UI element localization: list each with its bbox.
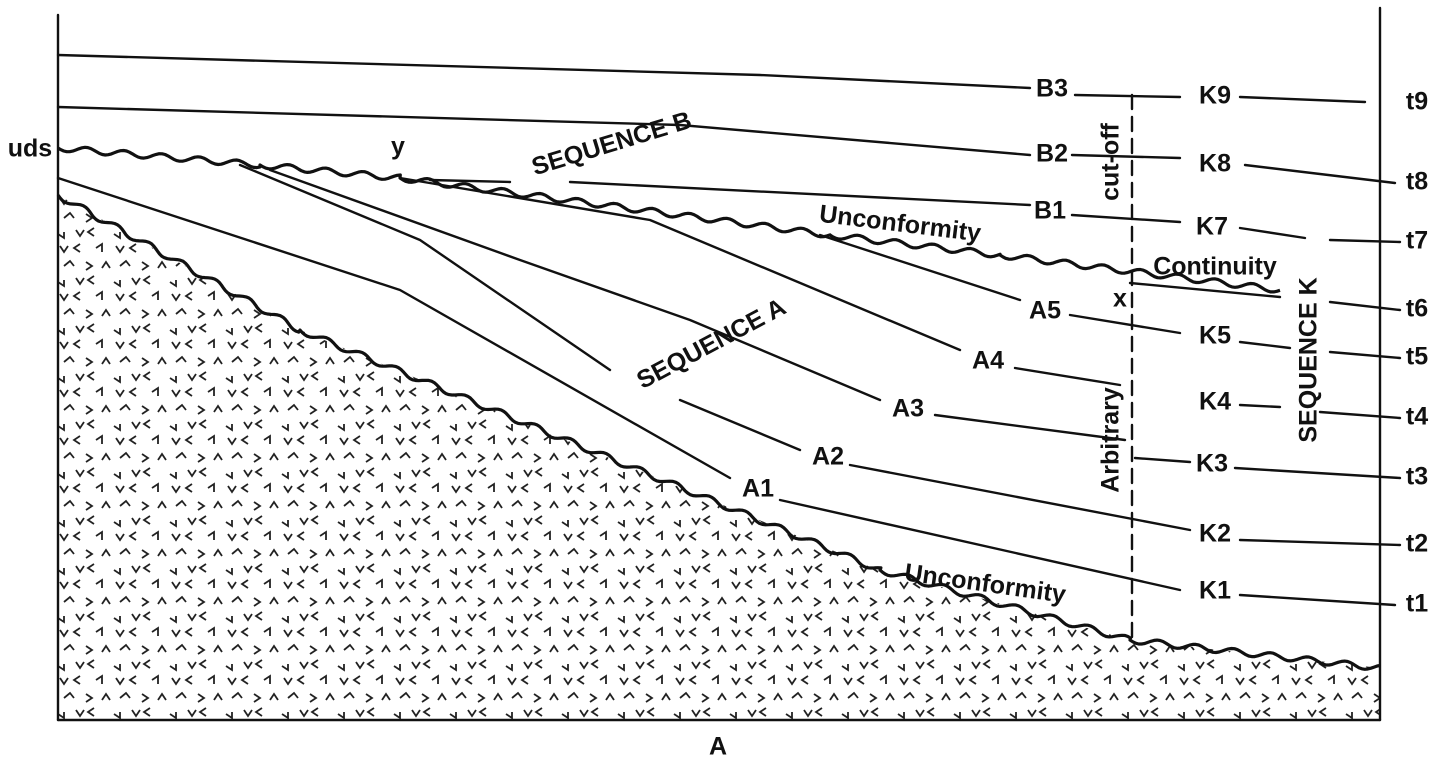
surface-line: [56, 105, 1032, 157]
surface-line: [933, 413, 1127, 442]
lower-unconformity: [56, 194, 1381, 671]
time-label: t9: [1406, 88, 1428, 116]
surface-line: [568, 180, 1032, 207]
surface-line: [1238, 538, 1402, 547]
surface-line: [56, 176, 732, 480]
time-label: t5: [1406, 343, 1428, 371]
upper-unconformity: [57, 145, 1281, 294]
surface-line: [1328, 238, 1402, 244]
surface-line: [428, 178, 512, 184]
surface-label: A3: [892, 395, 924, 423]
surface-label: B3: [1036, 75, 1068, 103]
surface-line: [1238, 226, 1307, 240]
continuity-line: [1128, 281, 1282, 299]
point-y-label: y: [391, 133, 405, 161]
surface-line: [1238, 340, 1292, 350]
surface-label: K7: [1196, 213, 1228, 241]
time-label: t2: [1406, 530, 1428, 558]
surface-label: K9: [1199, 82, 1231, 110]
surface-line: [238, 163, 612, 372]
uds-label: uds: [8, 135, 52, 163]
surface-label: K1: [1199, 577, 1231, 605]
point-x-label: x: [1113, 285, 1127, 313]
surface-label: A4: [972, 347, 1004, 375]
surface-label: K2: [1199, 520, 1231, 548]
surface-label: K5: [1199, 322, 1231, 350]
time-label: t8: [1406, 168, 1428, 196]
surface-label: B1: [1034, 197, 1066, 225]
time-label: t3: [1406, 463, 1428, 491]
surface-line: [1238, 95, 1367, 104]
surface-label: A5: [1029, 297, 1061, 325]
time-label: t7: [1406, 227, 1428, 255]
bottom-label: A: [709, 733, 727, 761]
time-label: t1: [1406, 590, 1428, 618]
surface-line: [1013, 366, 1122, 387]
surface-line: [1070, 213, 1182, 224]
basement-rock: [58, 195, 1380, 720]
surface-label: K8: [1199, 150, 1231, 178]
sequence-k-label: SEQUENCE K: [1295, 277, 1323, 442]
surface-line: [1068, 313, 1182, 335]
cutoff-label: cut-off: [1097, 122, 1125, 200]
arbitrary-label: Arbitrary: [1097, 387, 1125, 493]
surface-line: [1318, 410, 1402, 420]
surface-line: [268, 168, 882, 402]
surface-line: [1328, 300, 1402, 312]
surface-line: [1233, 466, 1402, 480]
surface-line: [678, 398, 802, 452]
time-label: t4: [1406, 403, 1428, 431]
time-label: t6: [1406, 295, 1428, 323]
surface-line: [56, 53, 1032, 90]
surface-line: [1133, 456, 1192, 464]
surface-line: [398, 176, 962, 352]
surface-line: [778, 498, 1182, 592]
surface-line: [848, 463, 1192, 532]
surface-label: K4: [1199, 388, 1231, 416]
surface-line: [818, 233, 1022, 302]
surface-label: A1: [742, 475, 774, 503]
surface-line: [1070, 153, 1182, 160]
surface-label: A2: [812, 443, 844, 471]
surface-line: [1243, 163, 1397, 185]
surface-line: [1238, 403, 1282, 409]
surface-label: K3: [1196, 450, 1228, 478]
surface-line: [1073, 93, 1182, 99]
sequence-b-label: SEQUENCE B: [528, 106, 694, 181]
surface-line: [1238, 593, 1397, 607]
continuity-label: Continuity: [1153, 253, 1277, 281]
surface-line: [1328, 350, 1402, 360]
surface-label: B2: [1036, 140, 1068, 168]
